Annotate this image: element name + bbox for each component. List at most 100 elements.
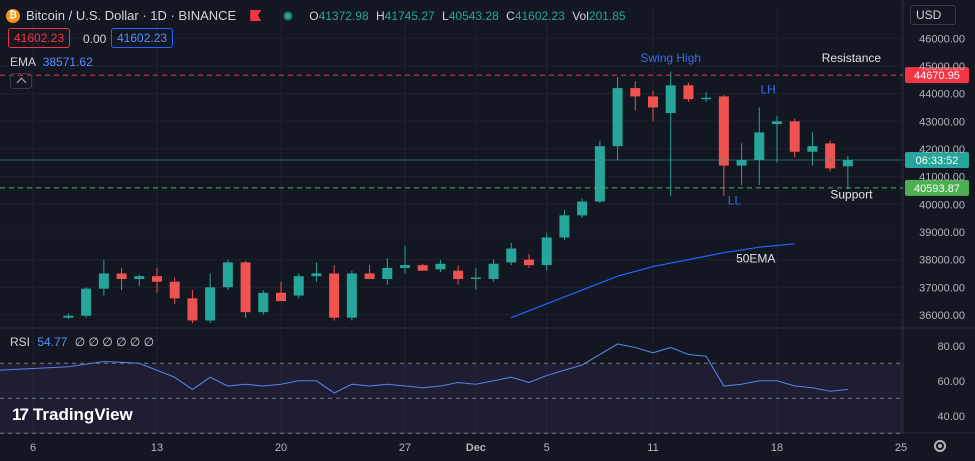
candle-body [134,276,145,279]
candle [98,259,109,296]
candle-body [329,273,340,318]
candle-body [524,259,534,266]
time-tick-label: 25 [895,442,907,454]
buy-button[interactable]: 41602.23 [111,28,174,48]
candle-body [240,262,251,313]
spread-value: 0.00 [83,32,107,46]
high-value: 41745.27 [384,8,435,23]
tradingview-logo[interactable]: 17 TradingView [12,405,133,425]
candle [205,273,216,324]
ema-50-line [511,243,795,319]
candle [701,92,712,102]
rsi-label: RSI [10,335,31,349]
annotations: Swing High LH LL Resistance Support 50EMA [640,51,881,266]
candle [506,243,517,266]
rsi-legend[interactable]: RSI 54.77 ∅ ∅ ∅ ∅ ∅ ∅ [10,335,154,349]
annotation-label: Swing High [640,51,701,65]
candle [169,277,180,304]
symbol-legend[interactable]: ₿ Bitcoin / U.S. Dollar · 1D · BINANCE O… [6,8,626,23]
time-tick-label: 11 [647,442,658,454]
candle-body [648,96,658,108]
candle [417,263,428,271]
support-price-tag [905,179,969,196]
candle [665,71,676,196]
candle [736,143,747,185]
brand-name: TradingView [32,405,133,424]
candle-body [205,287,216,321]
candle-body [825,143,836,169]
candle [63,313,74,320]
candle-body [63,315,74,318]
candle [470,267,481,291]
low-label: L [442,8,449,23]
candle-body [169,281,180,299]
candle-body [506,248,517,263]
ema-line [511,243,795,319]
candles [63,71,853,324]
candle [772,115,782,163]
flag-icon[interactable] [250,10,262,21]
candle-body [276,292,286,302]
candle [276,281,286,302]
rsi-tick-label: 40.00 [937,411,965,423]
candle [683,82,694,102]
time-tick-label: 5 [544,442,550,454]
open-label: O [309,8,319,23]
rsi-line-path [0,343,848,394]
candle [842,156,853,190]
price-tick-label: 41000.00 [919,172,965,184]
candle-body [736,160,747,166]
high-label: H [375,8,385,23]
rsi-tick-label: 60.00 [937,376,965,388]
collapse-legend-button[interactable] [10,73,32,89]
candle-body [187,298,198,321]
candle [311,262,322,282]
chevron-up-icon [16,77,27,88]
candle-body [453,270,464,279]
time-tick-label: 20 [275,442,287,454]
candle [453,265,464,285]
candle [240,260,251,318]
candle [807,132,818,166]
candle [435,259,446,273]
currency-select[interactable]: USD [910,5,956,25]
candle-body [98,273,109,289]
countdown-tag [905,151,969,168]
candle [754,107,765,185]
candle-body [400,265,410,268]
annotation-label: 50EMA [736,251,775,265]
axes: 46000.00 45000.00 44000.00 43000.00 42000.00… [30,33,965,454]
open-value: 41372.98 [318,8,369,23]
candle [329,265,340,321]
candle-body [665,85,676,113]
candle [382,258,393,285]
candle [612,77,623,161]
candle-body [382,267,393,279]
annotation-label: Support [830,188,873,202]
sell-button[interactable]: 41602.23 [8,28,71,48]
rsi-pane [0,362,903,434]
candle [789,118,800,158]
candle-body [435,263,446,270]
candle [648,90,658,122]
annotation-label: Resistance [822,51,882,65]
price-tick-label: 43000.00 [919,116,965,128]
candle-body [594,146,605,202]
ema-label: EMA [10,55,36,69]
time-tick-label: 18 [771,442,783,454]
candle-body [630,88,641,97]
ema-legend[interactable]: EMA 38571.62 [10,55,93,69]
candle-body [488,263,499,279]
candle [577,198,588,219]
candle-body [222,262,233,288]
candle [187,290,198,324]
annotation-label: LL [728,193,742,207]
price-tick-label: 42000.00 [919,144,965,156]
settings-gear-icon[interactable] [934,440,946,452]
candle-body [701,97,712,100]
candle [825,140,836,172]
candle [116,267,127,291]
rsi-empty-values: ∅ ∅ ∅ ∅ ∅ ∅ [74,335,155,349]
candle-body [559,215,570,238]
